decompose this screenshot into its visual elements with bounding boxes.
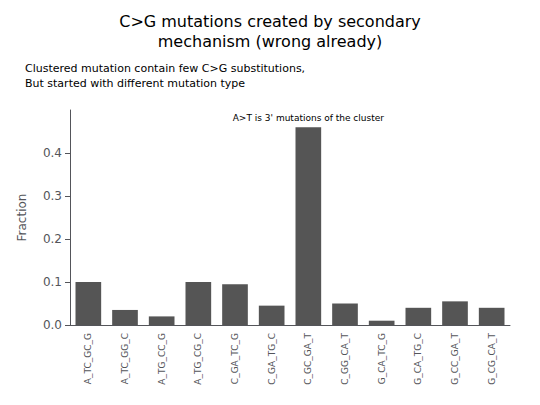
svg-text:0.0: 0.0 <box>43 318 62 332</box>
svg-text:C_GC_GA_T: C_GC_GA_T <box>303 332 313 384</box>
svg-text:0.4: 0.4 <box>43 146 62 160</box>
svg-text:0.3: 0.3 <box>43 189 62 203</box>
svg-text:A_TG_CG_C: A_TG_CG_C <box>193 333 203 385</box>
svg-text:G_CG_CA_T: G_CG_CA_T <box>487 332 497 384</box>
svg-text:C_GG_CA_T: C_GG_CA_T <box>340 332 350 384</box>
svg-text:A_TC_GG_C: A_TC_GG_C <box>120 333 130 384</box>
svg-text:C>G mutations created by secon: C>G mutations created by secondary <box>119 12 421 31</box>
svg-text:G_CA_TG_C: G_CA_TG_C <box>413 333 423 385</box>
svg-text:C_GA_TC_G: C_GA_TC_G <box>230 333 240 384</box>
svg-text:C_GA_TG_C: C_GA_TG_C <box>267 333 277 385</box>
svg-text:A_TC_GC_G: A_TC_GC_G <box>83 333 93 384</box>
svg-text:0.2: 0.2 <box>43 232 62 246</box>
svg-text:A_TG_CC_G: A_TG_CC_G <box>157 333 167 385</box>
svg-text:Clustered mutation contain few: Clustered mutation contain few C>G subst… <box>25 62 305 75</box>
svg-text:mechanism (wrong already): mechanism (wrong already) <box>158 32 382 51</box>
svg-text:Fraction: Fraction <box>15 194 29 242</box>
svg-text:0.1: 0.1 <box>43 275 62 289</box>
svg-text:G_CA_TC_G: G_CA_TC_G <box>377 333 387 384</box>
svg-text:But started with different mut: But started with different mutation type <box>25 77 245 90</box>
svg-text:G_CC_GA_T: G_CC_GA_T <box>450 332 460 384</box>
svg-text:A>T is 3' mutations of the clu: A>T is 3' mutations of the cluster <box>233 113 385 123</box>
